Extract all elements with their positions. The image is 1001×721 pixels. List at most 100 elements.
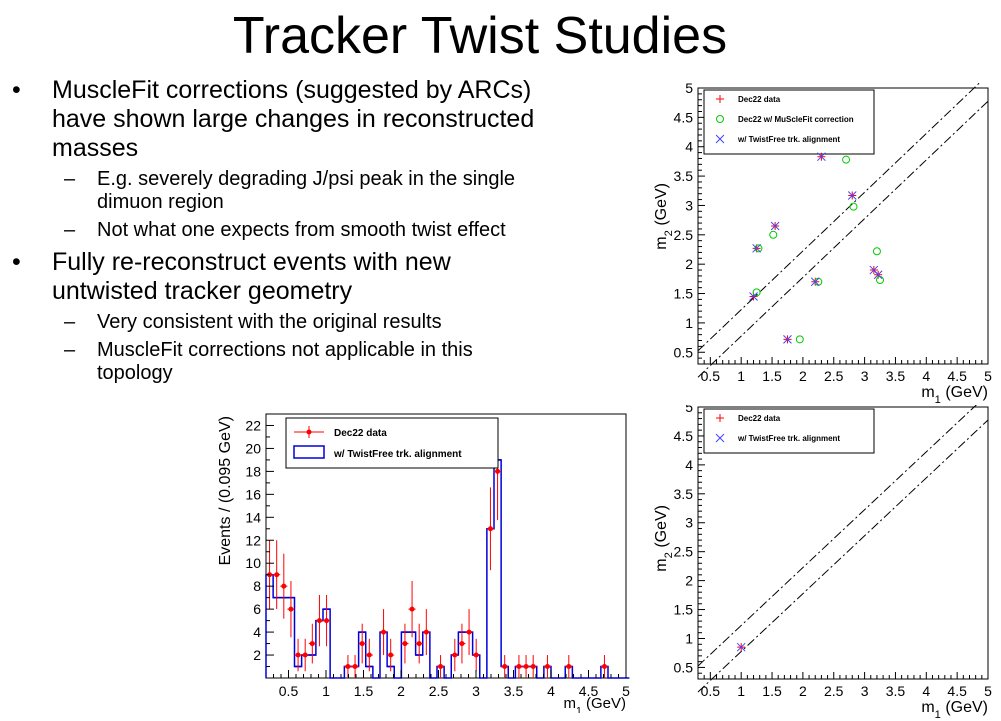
legend-marker (716, 95, 724, 103)
data-point (423, 629, 429, 635)
y-tick-label: 1.5 (674, 602, 694, 618)
legend-entry: Dec22 w/ MuScleFit correction (738, 115, 854, 124)
y-tick-label: 1.5 (674, 286, 694, 302)
subbullet-line: Very consistent with the original result… (97, 311, 442, 333)
x-tick-label: 1.5 (354, 683, 374, 699)
band-line-lower (697, 100, 989, 378)
data-point (842, 155, 851, 164)
data-point (466, 629, 472, 635)
slide-title: Tracker Twist Studies (232, 7, 728, 65)
data-point (359, 641, 365, 647)
data-point (345, 664, 351, 670)
y-tick-label: 1 (685, 315, 693, 331)
data-point (873, 270, 883, 280)
data-point (459, 641, 465, 647)
y-axis-label: m2 (GeV) (653, 505, 675, 572)
x-axis-label: m1 (GeV) (921, 699, 988, 721)
data-point (795, 335, 804, 344)
data-point (872, 247, 881, 256)
data-point (754, 244, 763, 253)
data-point (749, 292, 758, 301)
band-line-upper (697, 82, 982, 352)
bullet-line: masses (52, 134, 139, 162)
x-tick-label: 3.5 (886, 368, 906, 384)
subbullet-consistent: – Very consistent with the original resu… (12, 311, 652, 334)
subbullet-line: Not what one expects from smooth twist e… (97, 219, 506, 241)
data-point (530, 664, 536, 670)
bullet-glyph: • (12, 76, 21, 104)
subbullet-line: MuscleFit corrections not applicable in … (97, 339, 473, 361)
data-point (810, 277, 820, 287)
y-tick-label: 4.5 (674, 109, 694, 125)
y-tick-label: 16 (245, 486, 261, 502)
y-tick-label: 6 (253, 601, 261, 617)
data-point (416, 641, 422, 647)
y-tick-label: 2 (253, 647, 261, 663)
y-tick-label: 18 (245, 463, 261, 479)
y-tick-label: 3.5 (674, 168, 694, 184)
y-tick-label: 20 (245, 440, 261, 456)
data-point (487, 526, 493, 532)
data-point (388, 652, 394, 658)
data-point (566, 664, 572, 670)
x-tick-label: 3 (861, 368, 869, 384)
mass-histogram: 0.5 1 1.5 2 2.5 3 3.5 4 4.5 5 2 4 6 8 10 12 14 16 18 20 22 m1… (217, 413, 630, 713)
data-point (409, 606, 415, 612)
y-tick-label: 4.5 (674, 428, 694, 444)
data-point (544, 664, 550, 670)
y-tick-label: 5 (685, 405, 693, 415)
x-tick-label: 2 (799, 683, 807, 699)
x-tick-label: 2 (799, 368, 807, 384)
dash-glyph: – (64, 219, 76, 241)
x-tick-label: 5 (622, 683, 630, 699)
scatter-plot-all-corrections: 0.5 1 1.5 2 2.5 3 3.5 4 4.5 5 0.5 1 1.5 2 2.5 3 3.5 4 4.5 5… (653, 82, 992, 406)
x-tick-label: 3 (472, 683, 480, 699)
data-point (601, 664, 607, 670)
y-tick-label: 4 (253, 624, 261, 640)
subbullet-not-applicable: – MuscleFit corrections not applicable i… (12, 339, 652, 385)
legend-marker (715, 433, 725, 443)
legend-marker (306, 429, 312, 435)
y-axis-label: m2 (GeV) (653, 183, 675, 250)
subbullet-jpsi: – E.g. severely degrading J/psi peak in … (12, 168, 652, 214)
x-tick-label: 4 (922, 368, 930, 384)
y-tick-label: 4 (685, 457, 693, 473)
y-tick-label: 2.5 (674, 227, 694, 243)
data-point (473, 652, 479, 658)
y-axis-label: Events / (0.095 GeV) (217, 416, 234, 565)
x-tick-label: 1 (737, 368, 745, 384)
data-point (752, 243, 761, 253)
data-point (769, 230, 778, 239)
band-line-upper (697, 405, 977, 667)
y-tick-label: 2 (685, 256, 693, 272)
x-axis-label: m1 (GeV) (921, 384, 988, 406)
data-point (783, 334, 792, 344)
bullet-line: MuscleFit corrections (suggested by ARCs… (52, 76, 532, 104)
x-tick-label: 2.5 (824, 368, 844, 384)
data-point (402, 641, 408, 647)
y-tick-label: 14 (245, 509, 261, 525)
legend-entry: w/ TwistFree trk. alignment (737, 434, 840, 443)
x-tick-label: 1 (737, 683, 745, 699)
x-tick-label: 3.5 (886, 683, 906, 699)
y-tick-label: 5 (685, 82, 693, 96)
data-point (736, 642, 746, 652)
x-axis-label: m1 (GeV) (563, 695, 626, 713)
x-tick-label: 0.5 (279, 683, 299, 699)
x-tick-label: 5 (984, 368, 992, 384)
legend-entry: w/ TwistFree trk. alignment (333, 449, 462, 460)
data-point (849, 202, 858, 211)
data-point (288, 606, 294, 612)
legend-entry: Dec22 data (334, 428, 387, 439)
x-tick-label: 3.5 (504, 683, 524, 699)
y-tick-label: 2.5 (674, 544, 694, 560)
data-point (295, 652, 301, 658)
data-point (817, 152, 826, 162)
data-point (381, 629, 387, 635)
x-tick-label: 5 (984, 683, 992, 699)
x-tick-label: 4 (922, 683, 930, 699)
data-point (523, 664, 529, 670)
subbullet-twist: – Not what one expects from smooth twist… (12, 219, 652, 242)
subbullet-line: E.g. severely degrading J/psi peak in th… (97, 168, 516, 190)
y-tick-label: 8 (253, 578, 261, 594)
